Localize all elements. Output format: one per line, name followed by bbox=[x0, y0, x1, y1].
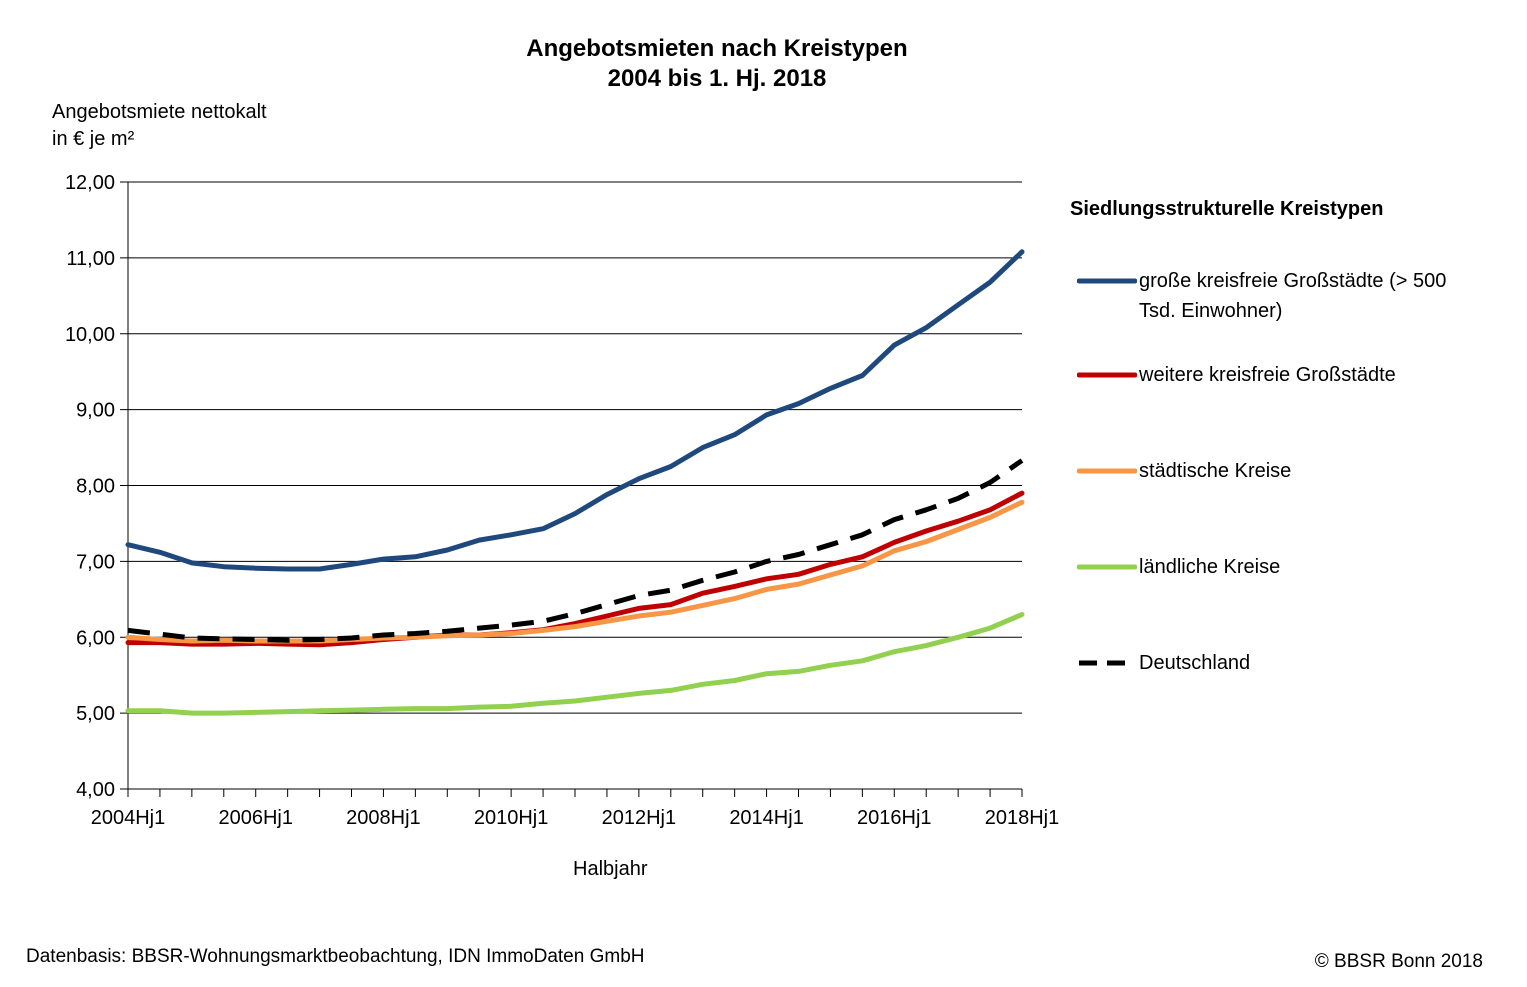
chart-title: Angebotsmieten nach Kreistypen 2004 bis … bbox=[0, 34, 1434, 94]
legend-swatch bbox=[1077, 468, 1137, 474]
legend-title: Siedlungsstrukturelle Kreistypen bbox=[1070, 198, 1384, 220]
legend-swatch bbox=[1077, 372, 1137, 378]
x-tick-label: 2012Hj1 bbox=[602, 807, 677, 829]
y-tick-label: 11,00 bbox=[66, 248, 115, 270]
y-axis-label: Angebotsmiete nettokalt in € je m² bbox=[52, 99, 267, 153]
x-tick-label: 2004Hj1 bbox=[91, 807, 166, 829]
series-line-4 bbox=[127, 458, 1024, 643]
legend-swatch bbox=[1079, 660, 1135, 666]
x-tick-label: 2006Hj1 bbox=[218, 807, 293, 829]
x-tick-label: 2016Hj1 bbox=[857, 807, 932, 829]
y-axis-label-line-2: in € je m² bbox=[52, 128, 135, 150]
y-tick-label: 7,00 bbox=[76, 551, 115, 573]
x-tick-label: 2008Hj1 bbox=[346, 807, 421, 829]
y-axis-label-line-1: Angebotsmiete nettokalt bbox=[52, 101, 267, 123]
y-tick-label: 10,00 bbox=[65, 324, 115, 346]
legend-label: städtische Kreise bbox=[1139, 460, 1292, 482]
y-tick-label: 8,00 bbox=[76, 476, 115, 498]
series-line-1 bbox=[125, 490, 1025, 648]
legend-swatch bbox=[1077, 278, 1137, 284]
chart-title-line-2: 2004 bis 1. Hj. 2018 bbox=[607, 65, 827, 92]
y-tick-label: 9,00 bbox=[76, 400, 115, 422]
x-axis-label: Halbjahr bbox=[573, 858, 648, 880]
x-tick-label: 2014Hj1 bbox=[729, 807, 804, 829]
x-tick-label: 2018Hj1 bbox=[985, 807, 1060, 829]
legend-label: ländliche Kreise bbox=[1139, 556, 1281, 578]
series-line-0 bbox=[125, 249, 1025, 572]
data-source-note: Datenbasis: BBSR-Wohnungsmarktbeobachtun… bbox=[26, 946, 645, 967]
x-tick-label: 2010Hj1 bbox=[474, 807, 549, 829]
legend-swatch bbox=[1077, 564, 1137, 570]
y-tick-label: 12,00 bbox=[65, 172, 115, 194]
legend-label: weitere kreisfreie Großstädte bbox=[1139, 364, 1396, 386]
chart-title-line-1: Angebotsmieten nach Kreistypen bbox=[526, 35, 908, 62]
y-tick-label: 6,00 bbox=[76, 627, 115, 649]
copyright-note: © BBSR Bonn 2018 bbox=[1314, 951, 1483, 972]
legend-label: Deutschland bbox=[1139, 652, 1251, 674]
y-tick-label: 4,00 bbox=[76, 779, 115, 801]
legend-label: große kreisfreie Großstädte (> 500 Tsd. … bbox=[1139, 270, 1447, 322]
y-tick-label: 5,00 bbox=[76, 703, 115, 725]
series-line-3 bbox=[125, 612, 1025, 716]
